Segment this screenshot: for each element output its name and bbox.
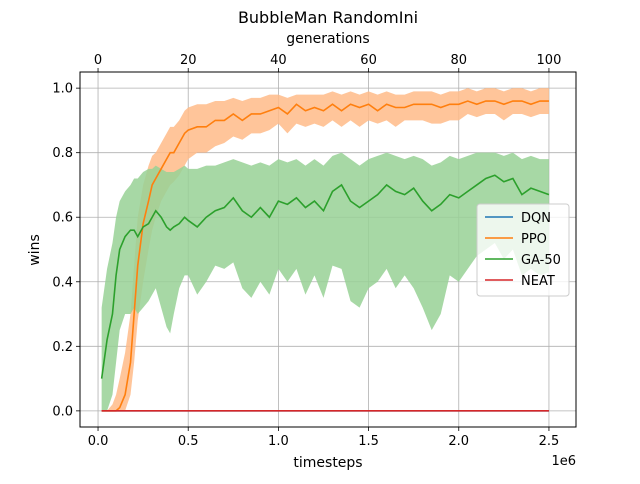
secondary-x-axis-label: generations <box>286 31 369 47</box>
x-axis-ticks: 0.0 0.5 1.0 1.5 2.0 2.5 <box>88 427 560 449</box>
legend-label-ga-50: GA-50 <box>521 253 561 268</box>
legend-label-ppo: PPO <box>521 232 547 247</box>
confidence-bands <box>101 88 549 411</box>
y-tick-label: 1.0 <box>52 82 73 97</box>
legend: DQN PPO GA-50 NEAT <box>476 203 570 297</box>
secondary-x-tick-label: 20 <box>180 53 197 68</box>
legend-label-dqn: DQN <box>521 211 551 226</box>
x-tick-label: 0.0 <box>88 434 109 449</box>
legend-box <box>476 203 570 297</box>
y-tick-label: 0.2 <box>52 340 73 355</box>
chart-title: BubbleMan RandomIni <box>238 8 418 27</box>
band-ga-50 <box>101 152 549 411</box>
series-lines <box>100 100 550 412</box>
y-tick-label: 0.6 <box>52 211 73 226</box>
secondary-x-tick-label: 0 <box>94 53 102 68</box>
x-axis-offset-text: 1e6 <box>551 454 576 469</box>
secondary-x-axis-ticks: 0 20 40 60 80 100 <box>94 53 561 72</box>
line-ga-50 <box>100 174 550 379</box>
x-tick-label: 1.5 <box>358 434 379 449</box>
secondary-x-tick-label: 80 <box>450 53 467 68</box>
plot-frame <box>79 71 577 428</box>
secondary-x-tick-label: 100 <box>537 53 562 68</box>
secondary-x-tick-label: 40 <box>270 53 287 68</box>
x-axis-label: timesteps <box>293 455 362 471</box>
x-tick-label: 2.5 <box>539 434 560 449</box>
y-axis-label: wins <box>27 234 43 266</box>
x-tick-label: 1.0 <box>268 434 289 449</box>
y-axis-ticks: 0.0 0.2 0.4 0.6 0.8 1.0 <box>52 82 80 419</box>
legend-label-neat: NEAT <box>521 274 555 289</box>
secondary-x-tick-label: 60 <box>360 53 377 68</box>
x-tick-label: 2.0 <box>448 434 469 449</box>
line-ppo <box>101 100 549 412</box>
y-tick-label: 0.0 <box>52 404 73 419</box>
x-tick-label: 0.5 <box>178 434 199 449</box>
y-tick-label: 0.4 <box>52 275 73 290</box>
y-tick-label: 0.8 <box>52 146 73 161</box>
